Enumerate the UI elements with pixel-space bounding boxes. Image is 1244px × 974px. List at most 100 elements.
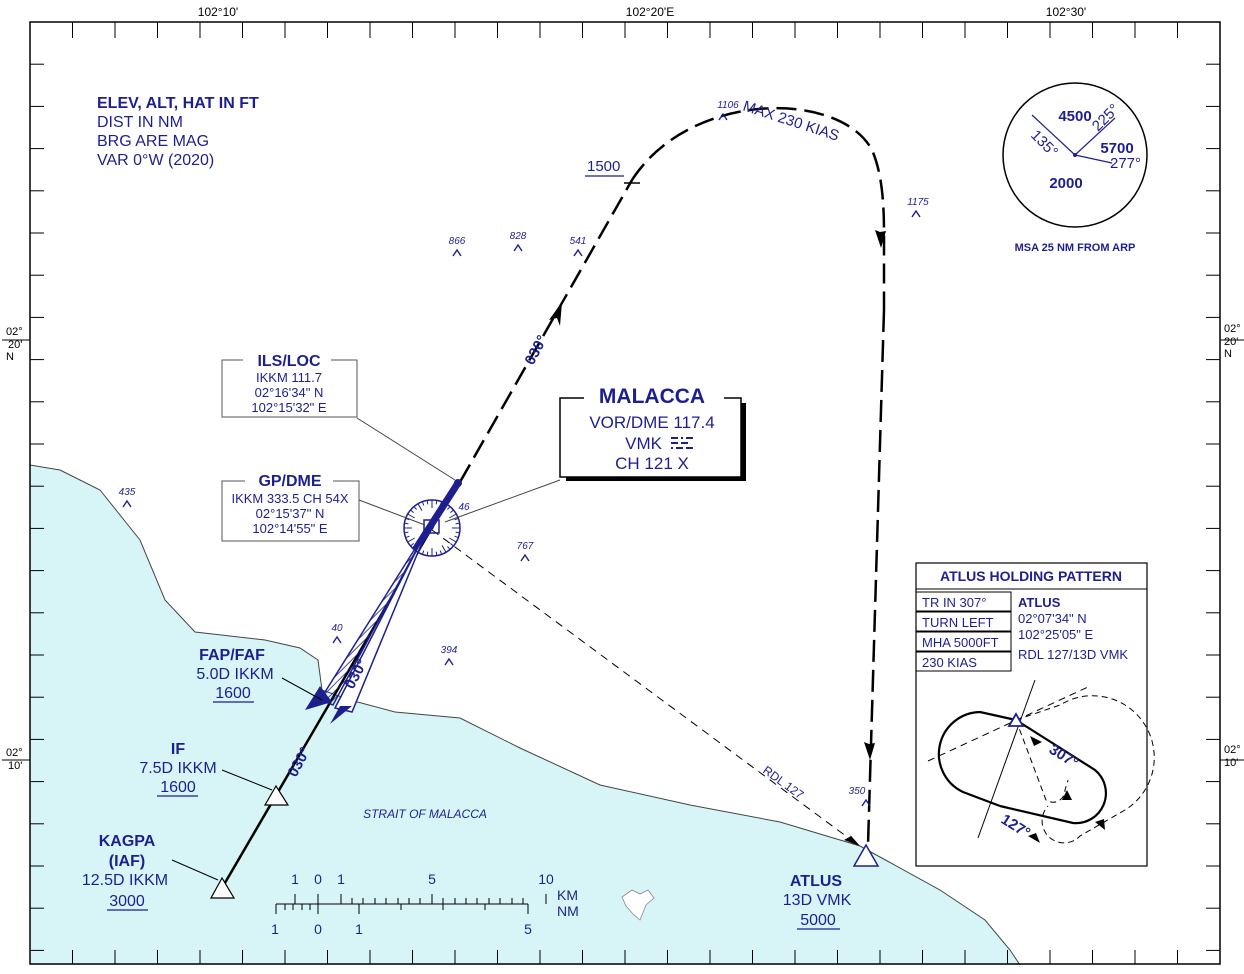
vor-ident: VMK xyxy=(625,434,663,453)
scale-km-1: 1 xyxy=(291,871,299,887)
localizer-feather xyxy=(305,527,429,724)
coastline xyxy=(29,464,1021,966)
coord-top-left: 102°10' xyxy=(198,5,238,19)
lat20-left-deg: 02° xyxy=(6,326,23,338)
scale-km-5: 5 xyxy=(428,871,436,887)
radial-127 xyxy=(431,529,859,846)
lat10-right-deg: 02° xyxy=(1224,744,1241,756)
vor-freq: VOR/DME 117.4 xyxy=(589,413,714,432)
peak-icon xyxy=(520,553,530,562)
elevation-828: 828 xyxy=(510,231,527,242)
peak-icon xyxy=(444,657,454,666)
holding-speed: 230 KIAS xyxy=(922,655,977,670)
altitude-1500: 1500 xyxy=(587,158,620,175)
peak-icon xyxy=(911,209,921,218)
vor-channel: CH 121 X xyxy=(615,454,689,473)
holding-title: ATLUS HOLDING PATTERN xyxy=(940,568,1122,584)
elevation-46: 46 xyxy=(458,502,470,513)
msa-bearing-225: 225° xyxy=(1089,101,1123,135)
vor-title: MALACCA xyxy=(599,385,705,408)
msa-bearing-277: 277° xyxy=(1110,155,1141,172)
note-dist: DIST IN NM xyxy=(97,114,183,131)
scale-km-label: KM xyxy=(557,887,578,903)
scale-nm-5: 5 xyxy=(524,921,532,937)
elevation-350: 350 xyxy=(849,786,866,797)
lat20-right-deg: 02° xyxy=(1224,323,1241,335)
if-alt: 1600 xyxy=(160,779,196,796)
elevation-1175: 1175 xyxy=(907,197,929,208)
note-brg: BRG ARE MAG xyxy=(97,133,209,150)
iaf-alt: 3000 xyxy=(109,893,145,910)
gp-lon: 102°14'55" E xyxy=(252,521,328,536)
scale-km-10: 10 xyxy=(538,871,554,887)
peak-icon xyxy=(718,112,728,121)
coord-top-mid: 102°20'E xyxy=(626,5,674,19)
distance-scale: 1 0 1 5 10 KM NM 1 0 1 5 xyxy=(271,871,579,937)
peak-icon xyxy=(452,248,462,257)
scale-km-1b: 1 xyxy=(337,871,345,887)
vor-box: MALACCA VOR/DME 117.4 VMK CH 121 X xyxy=(444,385,746,523)
speed-limit-label: MAX 230 KIAS xyxy=(741,98,841,145)
holding-mha: MHA 5000FT xyxy=(922,635,999,650)
atlus-alt: 5000 xyxy=(800,912,836,929)
ils-loc-box: ILS/LOC IKKM 111.7 02°16'34" N 102°15'32… xyxy=(221,351,456,481)
iaf-name: KAGPA xyxy=(99,833,156,850)
course-outbound-label: 030° xyxy=(522,332,552,367)
iaf-triangle-icon xyxy=(209,876,236,899)
island xyxy=(621,889,655,921)
scale-nm-0: 0 xyxy=(314,921,322,937)
peak-icon xyxy=(861,798,871,807)
note-units: ELEV, ALT, HAT IN FT xyxy=(97,95,259,112)
elevation-767: 767 xyxy=(517,541,534,552)
faf-dist: 5.0D IKKM xyxy=(196,666,273,683)
peak-icon xyxy=(513,243,523,252)
msa-diagram: 135° 225° 277° 4500 5700 2000 MSA 25 NM … xyxy=(1002,82,1148,254)
atlus-name: ATLUS xyxy=(790,873,842,890)
holding-turn: TURN LEFT xyxy=(922,615,994,630)
outbound-track xyxy=(458,107,886,846)
atlus-fix: ATLUS 13D VMK 5000 xyxy=(783,843,880,930)
holding-pattern-box: ATLUS HOLDING PATTERN TR IN 307° TURN LE… xyxy=(915,562,1155,867)
gp-dme-box: GP/DME IKKM 333.5 CH 54X 02°15'37" N 102… xyxy=(221,471,426,542)
atlus-dist: 13D VMK xyxy=(783,892,852,909)
peak-icon xyxy=(573,248,583,257)
ils-ident: IKKM 111.7 xyxy=(256,370,322,385)
ils-title: ILS/LOC xyxy=(257,353,321,370)
lat10-left-min: 10' xyxy=(8,760,22,772)
frame-ticks xyxy=(29,21,1221,964)
scale-nm-label: NM xyxy=(557,903,579,919)
lat20-left-hem: N xyxy=(6,351,14,363)
sea-label: STRAIT OF MALACCA xyxy=(363,807,487,821)
radial-label: RDL 127 xyxy=(760,763,806,802)
iaf-role: (IAF) xyxy=(109,853,145,870)
track-arrows xyxy=(549,230,886,760)
spot-elevations: 1106 1175 866 828 541 435 46 767 40 394 350 xyxy=(119,100,929,807)
vor-compass-rose xyxy=(403,499,461,557)
elevation-40: 40 xyxy=(331,623,343,634)
coord-top-right: 102°30' xyxy=(1046,5,1086,19)
peak-icon xyxy=(122,499,132,508)
scale-nm-1b: 1 xyxy=(355,921,363,937)
gp-lat: 02°15'37" N xyxy=(256,506,325,521)
holding-rdl: RDL 127/13D VMK xyxy=(1018,647,1128,662)
atlus-triangle-icon xyxy=(852,843,880,867)
radial-arrow xyxy=(844,830,860,846)
morse-code-icon xyxy=(671,437,693,449)
scale-km-0: 0 xyxy=(314,871,322,887)
elevation-541: 541 xyxy=(570,236,587,247)
msa-bearing-135: 135° xyxy=(1027,127,1061,161)
lat20-right-hem: N xyxy=(1224,348,1232,360)
elevation-394: 394 xyxy=(441,645,458,656)
faf-title: FAP/FAF xyxy=(199,647,265,664)
msa-caption: MSA 25 NM FROM ARP xyxy=(1015,242,1136,254)
elevation-866: 866 xyxy=(449,236,466,247)
msa-alt-east: 5700 xyxy=(1100,140,1133,157)
note-var: VAR 0°W (2020) xyxy=(97,152,214,169)
elevation-435: 435 xyxy=(119,487,136,498)
faf-fix: FAP/FAF 5.0D IKKM 1600 xyxy=(196,647,323,703)
holding-lat: 02°07'34" N xyxy=(1018,611,1087,626)
iaf-fix: KAGPA (IAF) 12.5D IKKM 3000 xyxy=(82,833,236,911)
msa-alt-south: 2000 xyxy=(1049,175,1082,192)
scale-nm-1: 1 xyxy=(271,921,279,937)
